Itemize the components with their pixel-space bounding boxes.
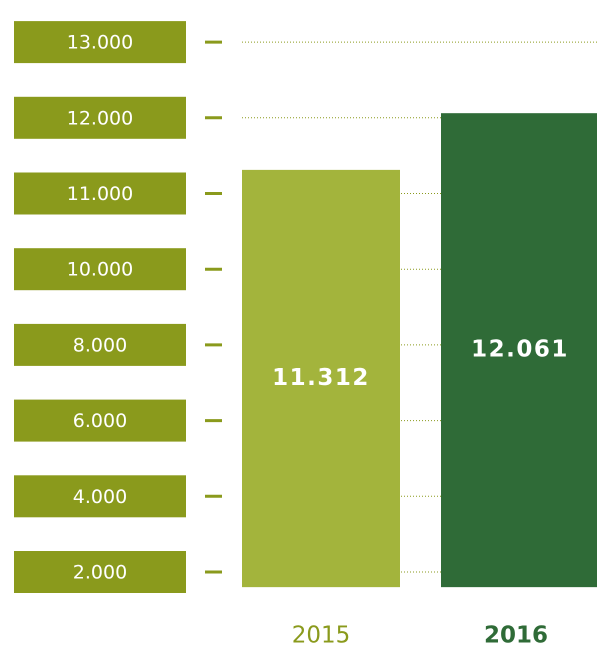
y-tick-label: 10.000 (67, 259, 133, 281)
y-tick-label: 12.000 (67, 107, 133, 129)
tick-box (14, 96, 186, 139)
tick-box (14, 475, 186, 518)
tick-box (14, 323, 186, 366)
y-tick-label: 11.000 (67, 183, 133, 205)
tick-box (14, 172, 186, 215)
tick-box (14, 399, 186, 442)
value-label: 12.061 (471, 337, 569, 363)
y-tick-label: 4.000 (73, 486, 127, 508)
x-tick-label: 2015 (292, 623, 351, 648)
tick-box (14, 551, 186, 593)
x-tick-label: 2016 (484, 623, 548, 648)
y-tick-label: 8.000 (73, 334, 127, 356)
y-tick-label: 2.000 (73, 562, 127, 584)
y-tick-label: 13.000 (67, 32, 133, 54)
y-tick-label: 6.000 (73, 410, 127, 432)
tick-box (14, 248, 186, 291)
bar (242, 169, 400, 588)
tick-box (14, 21, 186, 64)
value-label: 11.312 (272, 365, 370, 391)
bar (441, 113, 597, 588)
